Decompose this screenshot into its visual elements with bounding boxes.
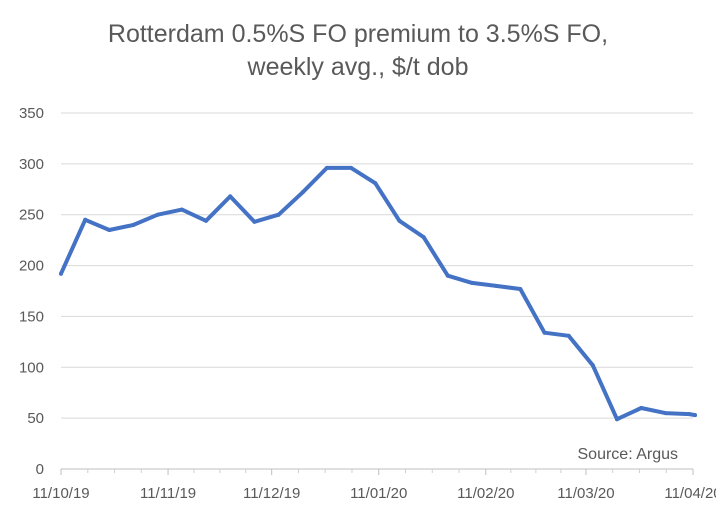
y-tick-label: 100 [19, 359, 44, 376]
y-tick-label: 200 [19, 258, 44, 275]
x-tick-label: 11/12/19 [243, 485, 300, 502]
data-point [83, 217, 88, 222]
x-tick-label: 11/02/20 [457, 485, 514, 502]
data-point [639, 406, 644, 410]
data-point [300, 190, 305, 195]
data-point [373, 181, 378, 186]
y-tick-label: 150 [19, 308, 44, 325]
data-point [228, 194, 233, 199]
data-point [155, 212, 160, 217]
data-point [349, 165, 354, 170]
chart-title-line-1: Rotterdam 0.5%S FO premium to 3.5%S FO, [107, 20, 609, 48]
x-tick-label: 11/11/19 [140, 485, 196, 502]
data-point [663, 411, 668, 416]
data-point [693, 413, 697, 418]
data-point [59, 271, 63, 276]
y-tick-label: 50 [27, 410, 44, 427]
data-point [324, 165, 329, 170]
data-point [542, 330, 547, 335]
data-point [494, 283, 499, 288]
gridlines [61, 112, 693, 419]
data-point [590, 363, 595, 368]
y-tick-label: 250 [19, 207, 44, 224]
data-point [687, 412, 692, 417]
series-group [59, 165, 697, 422]
y-tick-label: 350 [19, 105, 44, 122]
data-point [518, 287, 523, 291]
chart-title-line-2: weekly avg., $/t dob [247, 53, 469, 81]
data-point [179, 207, 184, 212]
x-tick-label: 11/03/20 [557, 485, 614, 502]
y-axis-ticks: 0 50 100 150 200 250 300 350 [19, 105, 44, 478]
data-point [107, 228, 112, 232]
data-point [615, 417, 619, 422]
data-point [276, 212, 281, 217]
data-point [131, 222, 136, 227]
data-point [470, 280, 474, 285]
data-point [204, 218, 208, 223]
series-line [59, 165, 697, 422]
data-point [445, 273, 450, 278]
chart-title: Rotterdam 0.5%S FO premium to 3.5%S FO, … [0, 18, 716, 84]
data-point [566, 333, 571, 338]
x-tick-label: 11/04/20 [664, 485, 716, 502]
y-tick-label: 300 [19, 156, 44, 173]
data-point [397, 218, 402, 223]
data-point [421, 235, 426, 240]
y-tick-label: 0 [36, 461, 44, 478]
data-point [252, 219, 257, 224]
x-axis: 11/10/19 11/11/19 11/12/19 11/01/20 11/02/20… [32, 468, 716, 502]
x-tick-label: 11/10/19 [32, 485, 89, 502]
x-tick-label: 11/01/20 [350, 485, 407, 502]
source-note: Source: Argus [578, 446, 679, 463]
